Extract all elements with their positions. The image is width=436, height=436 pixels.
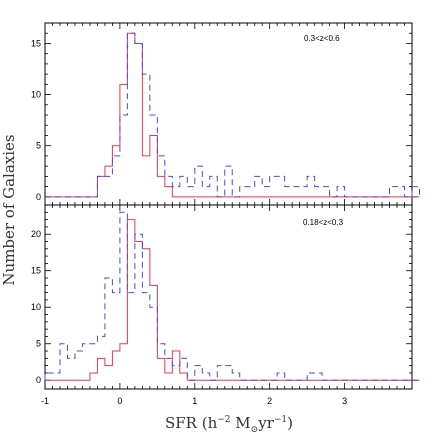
- panel-frame: [44, 204, 413, 390]
- y-tick-label: 20: [31, 229, 41, 239]
- y-axis-title: Number of Galaxies: [0, 134, 18, 285]
- x-tick-label: 0: [117, 396, 122, 406]
- y-tick-label: 0: [36, 375, 41, 385]
- y-tick-label: 5: [36, 339, 41, 349]
- y-tick-label: 10: [31, 302, 41, 312]
- y-tick-label: 5: [36, 141, 41, 151]
- histogram-dashed: [44, 211, 420, 381]
- panel-top: 0 5 10 15: [31, 22, 420, 206]
- panel-bottom: 0 5 10 15 20: [31, 204, 420, 390]
- y-tick-label: 15: [31, 38, 41, 48]
- histogram-solid: [45, 219, 420, 381]
- x-tick-label: 1: [192, 396, 197, 406]
- x-axis-title: SFR (h−2 M⊙yr−1): [165, 414, 293, 435]
- panel-frame: [44, 22, 413, 206]
- y-tick-label: 0: [36, 192, 41, 202]
- panel-top-annotation: 0.3<z<0.6: [304, 34, 340, 43]
- x-tick-label: 2: [267, 396, 272, 406]
- y-tick-label: 15: [31, 266, 41, 276]
- histogram-dashed: [45, 32, 420, 198]
- histogram-solid: [45, 32, 420, 198]
- y-tick-label: 10: [31, 90, 41, 100]
- x-tick-labels: -1 0 1 2 3: [41, 396, 347, 406]
- x-tick-label: 3: [342, 396, 347, 406]
- x-tick-label: -1: [41, 396, 49, 406]
- panel-bottom-annotation: 0.18<z<0.3: [303, 218, 344, 227]
